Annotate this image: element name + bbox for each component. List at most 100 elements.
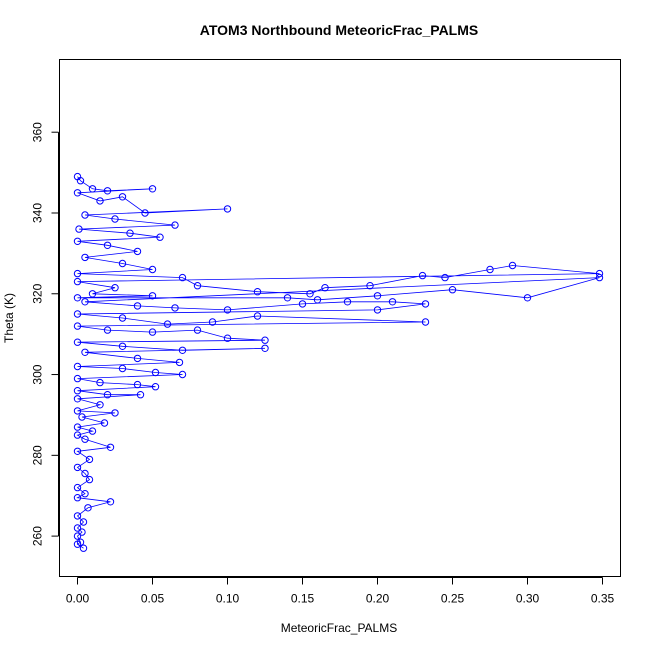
data-point [73,362,82,371]
data-point [126,229,134,237]
data-point [313,296,322,304]
data-point [178,346,187,354]
x-tick-label: 0.10 [216,592,240,606]
data-point [373,306,382,314]
data-point [133,247,142,256]
data-point [103,241,112,250]
data-point [366,282,374,290]
data-point [81,211,89,219]
data-point [223,334,232,342]
data-point [118,314,127,322]
x-axis-label: MeteoricFrac_PALMS [281,621,397,635]
y-axis: 260 280 300 320 340 360 [31,122,59,546]
data-point [81,469,89,478]
data-point [306,290,314,298]
data-point [84,504,92,512]
y-axis-label: Theta (K) [2,293,16,343]
data-point [73,338,82,346]
data-point [73,447,82,455]
data-point [421,300,430,308]
data-point [441,273,449,282]
data-point [103,391,112,399]
data-point [421,318,430,326]
y-tick-label: 260 [31,526,45,546]
data-point [595,273,604,282]
data-point [111,215,119,223]
data-point [96,378,104,387]
y-tick-label: 300 [31,364,45,384]
data-point [171,221,179,229]
data-point [76,177,85,185]
data-point [81,253,89,262]
data-point [88,290,97,298]
data-point [73,294,82,302]
data-point [486,265,494,274]
data-point [148,265,157,274]
data-point [81,490,89,498]
data-point [133,302,142,310]
data-point [118,193,127,201]
data-point [171,304,179,312]
data-series [73,172,604,552]
data-point [223,205,232,213]
data-point [81,435,89,443]
data-point [448,286,457,294]
data-point [133,380,142,389]
data-point [111,284,119,292]
data-point [73,494,82,502]
data-point [298,300,307,308]
data-point [85,455,94,464]
data-point [88,427,97,435]
data-point [73,237,82,246]
data-point [79,518,88,526]
data-point [73,512,82,520]
data-point [595,269,604,278]
y-tick-label: 360 [31,122,45,142]
x-tick-label: 0.35 [591,592,615,606]
y-tick-label: 320 [31,283,45,303]
x-tick-label: 0.15 [291,592,315,606]
data-point [73,532,82,540]
data-point [156,233,164,241]
data-point [321,284,329,292]
y-tick-label: 280 [31,445,45,465]
data-point [73,269,82,278]
data-point [151,383,160,391]
data-point [73,310,82,318]
data-point [388,298,397,306]
data-point [78,413,86,421]
data-point [73,524,82,532]
data-point [73,387,82,395]
data-point [141,209,149,217]
data-point [73,431,82,439]
data-point [78,528,86,536]
data-point [73,395,82,403]
data-point [373,292,382,300]
series-line [76,176,600,549]
data-point [193,282,202,290]
y-tick-label: 340 [31,203,45,223]
data-point [75,225,83,233]
plot-frame [59,59,621,577]
data-point [208,318,217,326]
data-point [343,298,352,306]
data-point [73,540,82,548]
data-point [175,358,184,367]
data-point [73,483,82,492]
data-point [418,271,427,280]
data-point [73,322,82,330]
x-tick-label: 0.25 [441,592,465,606]
data-point [106,443,115,451]
data-point [118,259,127,268]
data-point [261,336,269,344]
data-point [111,409,119,417]
data-point [163,320,172,328]
data-point [136,391,145,399]
data-point [106,498,115,506]
x-tick-label: 0.30 [516,592,540,606]
data-point [148,292,157,300]
x-tick-label: 0.05 [141,592,165,606]
data-point [81,348,89,356]
data-point [193,326,202,334]
